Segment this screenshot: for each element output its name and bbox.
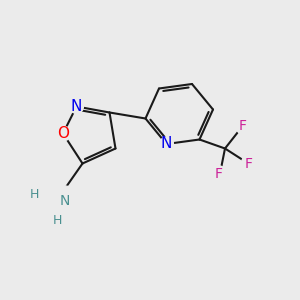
Text: H: H bbox=[52, 214, 62, 227]
Circle shape bbox=[212, 166, 226, 179]
Text: F: F bbox=[215, 167, 223, 181]
Text: F: F bbox=[244, 157, 252, 170]
Text: N: N bbox=[59, 194, 70, 208]
Text: F: F bbox=[239, 119, 247, 133]
Circle shape bbox=[236, 121, 250, 134]
Text: O: O bbox=[57, 126, 69, 141]
Circle shape bbox=[70, 100, 83, 113]
Text: N: N bbox=[161, 136, 172, 152]
Circle shape bbox=[56, 126, 70, 141]
Circle shape bbox=[160, 137, 173, 151]
Text: H: H bbox=[30, 188, 39, 202]
Text: N: N bbox=[71, 99, 82, 114]
Circle shape bbox=[242, 155, 255, 169]
Circle shape bbox=[50, 186, 80, 216]
